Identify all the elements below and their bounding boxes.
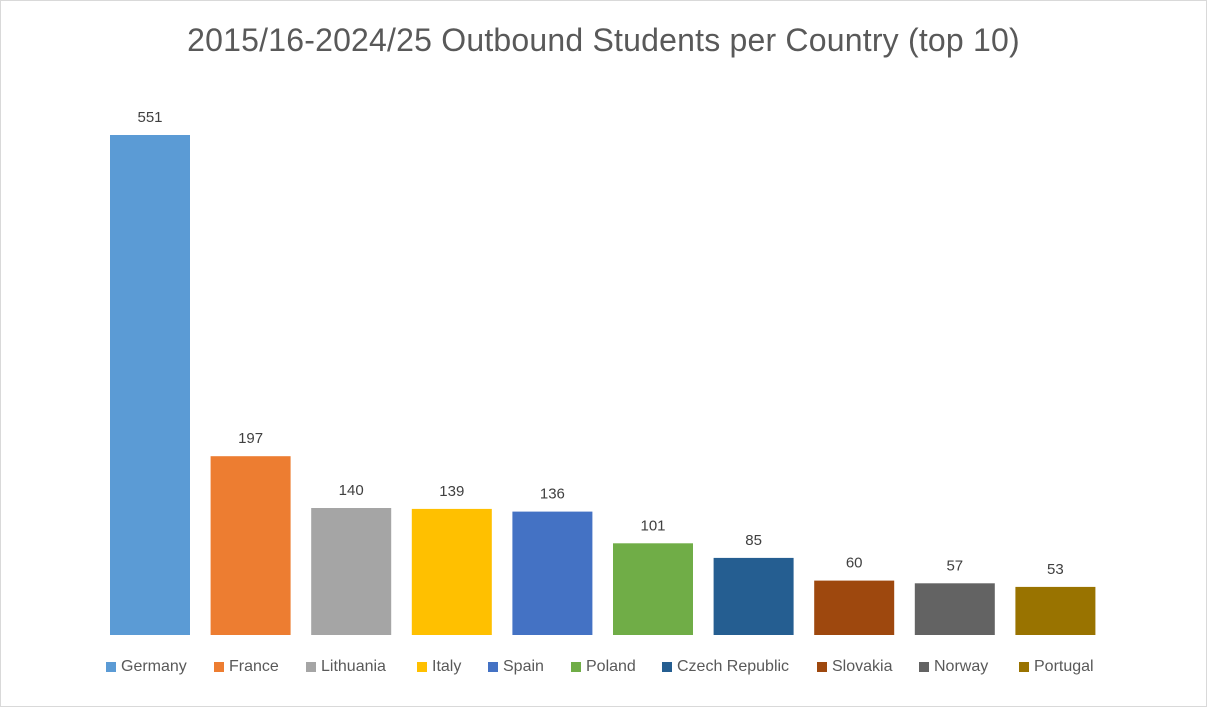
bar-norway xyxy=(914,583,995,635)
bar-slovakia xyxy=(814,580,895,635)
legend-swatch-italy xyxy=(417,662,427,672)
legend-item-portugal: Portugal xyxy=(1019,655,1094,679)
bar-italy xyxy=(411,508,492,635)
chart-title: 2015/16-2024/25 Outbound Students per Co… xyxy=(187,22,1020,58)
data-label-italy: 139 xyxy=(439,483,464,500)
legend-item-france: France xyxy=(214,655,279,679)
chart-legend: Germany France Lithuania Italy Spain Poland Cz… xyxy=(0,655,1207,679)
bar-france xyxy=(210,456,291,635)
bar-czech-republic xyxy=(713,557,794,635)
legend-swatch-norway xyxy=(919,662,929,672)
legend-label-france: France xyxy=(229,658,279,675)
legend-label-portugal: Portugal xyxy=(1034,658,1094,675)
data-label-slovakia: 60 xyxy=(846,555,863,572)
bar-lithuania xyxy=(311,508,392,635)
legend-swatch-germany xyxy=(106,662,116,672)
data-label-poland: 101 xyxy=(640,517,665,534)
legend-swatch-poland xyxy=(571,662,581,672)
legend-swatch-czech-republic xyxy=(662,662,672,672)
legend-label-germany: Germany xyxy=(121,658,187,675)
legend-label-poland: Poland xyxy=(586,658,636,675)
legend-swatch-portugal xyxy=(1019,662,1029,672)
data-label-norway: 57 xyxy=(946,557,963,574)
legend-item-slovakia: Slovakia xyxy=(817,655,892,679)
data-label-czech-republic: 85 xyxy=(745,532,762,549)
legend-item-germany: Germany xyxy=(106,655,187,679)
bar-germany xyxy=(110,135,190,635)
legend-label-italy: Italy xyxy=(432,658,462,675)
legend-label-czech-republic: Czech Republic xyxy=(677,658,790,675)
legend-swatch-slovakia xyxy=(817,662,827,672)
bar-spain xyxy=(512,511,593,635)
legend-swatch-spain xyxy=(488,662,498,672)
legend-label-slovakia: Slovakia xyxy=(832,658,893,675)
legend-label-lithuania: Lithuania xyxy=(321,658,386,675)
data-label-france: 197 xyxy=(238,430,263,447)
legend-item-lithuania: Lithuania xyxy=(306,655,386,679)
data-label-lithuania: 140 xyxy=(339,482,364,499)
data-label-spain: 136 xyxy=(540,486,565,503)
legend-item-poland: Poland xyxy=(571,655,636,679)
bar-portugal xyxy=(1015,586,1096,635)
data-label-portugal: 53 xyxy=(1047,561,1064,578)
legend-swatch-lithuania xyxy=(306,662,316,672)
legend-item-spain: Spain xyxy=(488,655,544,679)
legend-swatch-france xyxy=(214,662,224,672)
data-label-germany: 551 xyxy=(137,109,162,126)
bar-poland xyxy=(613,543,693,635)
legend-label-spain: Spain xyxy=(503,658,544,675)
legend-item-czech-republic: Czech Republic xyxy=(662,655,789,679)
legend-label-norway: Norway xyxy=(934,658,989,675)
legend-item-italy: Italy xyxy=(417,655,461,679)
legend-item-norway: Norway xyxy=(919,655,988,679)
